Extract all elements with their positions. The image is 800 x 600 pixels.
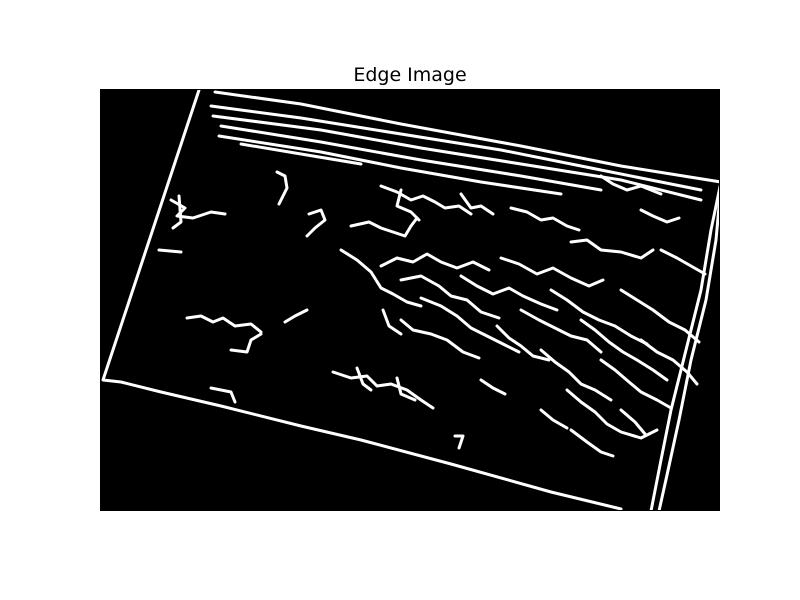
card-outline-edges bbox=[101, 90, 719, 510]
map-edge-fragments bbox=[157, 170, 707, 458]
edge-image bbox=[100, 89, 720, 511]
edge-image-canvas bbox=[101, 90, 719, 510]
image-background bbox=[101, 90, 719, 510]
top-streak-edges bbox=[209, 90, 719, 202]
figure-title: Edge Image bbox=[353, 64, 467, 86]
